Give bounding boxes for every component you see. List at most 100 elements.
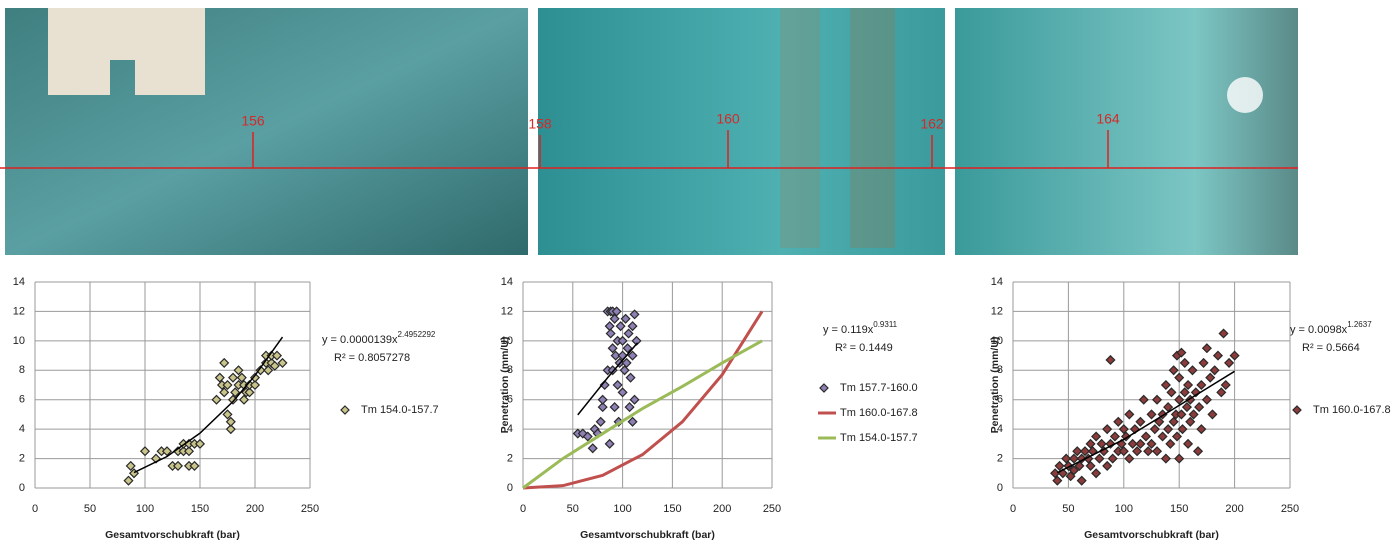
- data-point: [1146, 409, 1157, 420]
- legend-label: Tm 154.0-157.7: [840, 432, 918, 444]
- x-tick-label: 250: [1281, 503, 1299, 515]
- photos: [0, 8, 1298, 255]
- y-axis-title: Penetration (mm/U): [989, 337, 1001, 434]
- y-tick-label: 10: [991, 335, 1003, 347]
- legend-label: Tm 154.0-157.7: [361, 404, 439, 416]
- y-tick-label: 0: [997, 482, 1003, 494]
- data-point: [139, 446, 151, 457]
- data-point: [1118, 446, 1129, 457]
- x-axis-title: Gesamtvorschubkraft (bar): [580, 529, 715, 541]
- data-point: [619, 365, 630, 376]
- data-point: [238, 394, 250, 405]
- data-point: [233, 365, 244, 376]
- y-tick-label: 8: [19, 364, 25, 376]
- y-tick-label: 2: [19, 452, 25, 464]
- data-point: [1157, 431, 1168, 442]
- y-tick-label: 14: [991, 276, 1003, 288]
- data-point: [1183, 438, 1194, 449]
- data-point: [1054, 460, 1065, 471]
- legend-label: Tm 160.0-167.8: [840, 407, 918, 419]
- data-point: [605, 328, 616, 339]
- data-point: [1132, 446, 1143, 457]
- data-point: [1216, 387, 1227, 398]
- data-point: [1179, 357, 1190, 368]
- data-point: [1187, 365, 1198, 376]
- data-point: [227, 394, 239, 405]
- data-point: [627, 416, 638, 427]
- y-tick-label: 14: [501, 276, 513, 288]
- data-point: [227, 372, 239, 383]
- data-point: [627, 321, 638, 332]
- y-tick-label: 8: [507, 364, 513, 376]
- data-point: [183, 446, 195, 457]
- data-point: [222, 379, 233, 391]
- data-point: [1165, 438, 1176, 449]
- data-point: [1146, 438, 1157, 449]
- x-tick-label: 150: [191, 503, 209, 515]
- y-tick-label: 14: [13, 276, 25, 288]
- r-squared: R² = 0.5664: [1302, 342, 1360, 354]
- legend-label: Tm 160.0-167.8: [1313, 404, 1391, 416]
- data-point: [1091, 468, 1102, 479]
- station-label: 164: [1096, 111, 1120, 127]
- data-point: [236, 372, 247, 383]
- data-point: [627, 350, 638, 361]
- data-point: [1109, 431, 1120, 442]
- data-point: [1160, 379, 1171, 391]
- x-tick-label: 150: [1170, 503, 1188, 515]
- y-tick-label: 0: [507, 482, 513, 494]
- lamp: [1227, 77, 1263, 113]
- equation-exponent: 0.9311: [873, 320, 897, 329]
- data-point: [622, 343, 633, 354]
- data-point: [617, 387, 628, 398]
- x-tick-label: 100: [136, 503, 154, 515]
- data-point: [1113, 416, 1124, 427]
- data-point: [1124, 409, 1135, 420]
- station-label: 160: [716, 111, 740, 127]
- legend-label: Tm 157.7-160.0: [840, 382, 918, 394]
- data-point: [617, 335, 628, 346]
- data-point: [1176, 347, 1187, 358]
- photo: [538, 8, 945, 255]
- equation: y = 0.119x0.9311: [823, 320, 898, 336]
- data-point: [620, 313, 631, 324]
- data-point: [597, 402, 608, 413]
- data-point: [629, 309, 640, 320]
- data-point: [161, 446, 173, 457]
- data-point: [1079, 446, 1091, 457]
- y-tick-label: 4: [19, 423, 25, 435]
- x-tick-label: 100: [613, 503, 631, 515]
- data-point: [1149, 424, 1160, 435]
- y-tick-label: 0: [19, 482, 25, 494]
- data-point: [1107, 453, 1118, 464]
- y-tick-label: 6: [997, 394, 1003, 406]
- x-tick-label: 150: [663, 503, 681, 515]
- trendline: [133, 336, 284, 474]
- data-point: [1220, 379, 1231, 391]
- data-point: [1212, 350, 1224, 361]
- data-point: [1171, 431, 1183, 442]
- x-tick-label: 0: [32, 503, 38, 515]
- data-point: [1085, 460, 1096, 471]
- machine-part: [48, 8, 205, 95]
- data-point: [1207, 409, 1218, 420]
- data-point: [211, 394, 222, 405]
- data-point: [249, 379, 261, 391]
- y-tick-label: 4: [507, 423, 513, 435]
- y-tick-label: 12: [13, 305, 25, 317]
- data-point: [1138, 394, 1149, 405]
- data-point: [604, 321, 615, 332]
- trendline: [577, 342, 639, 416]
- x-tick-label: 200: [246, 503, 264, 515]
- data-point: [249, 372, 261, 383]
- data-point: [1151, 394, 1163, 405]
- y-tick-label: 8: [997, 364, 1003, 376]
- data-point: [1196, 424, 1207, 435]
- y-tick-label: 10: [501, 335, 513, 347]
- data-point: [597, 394, 608, 405]
- x-tick-label: 250: [763, 503, 781, 515]
- data-point: [194, 438, 206, 449]
- data-point: [623, 328, 634, 339]
- data-point: [1140, 431, 1152, 442]
- r-squared: R² = 0.1449: [835, 342, 893, 354]
